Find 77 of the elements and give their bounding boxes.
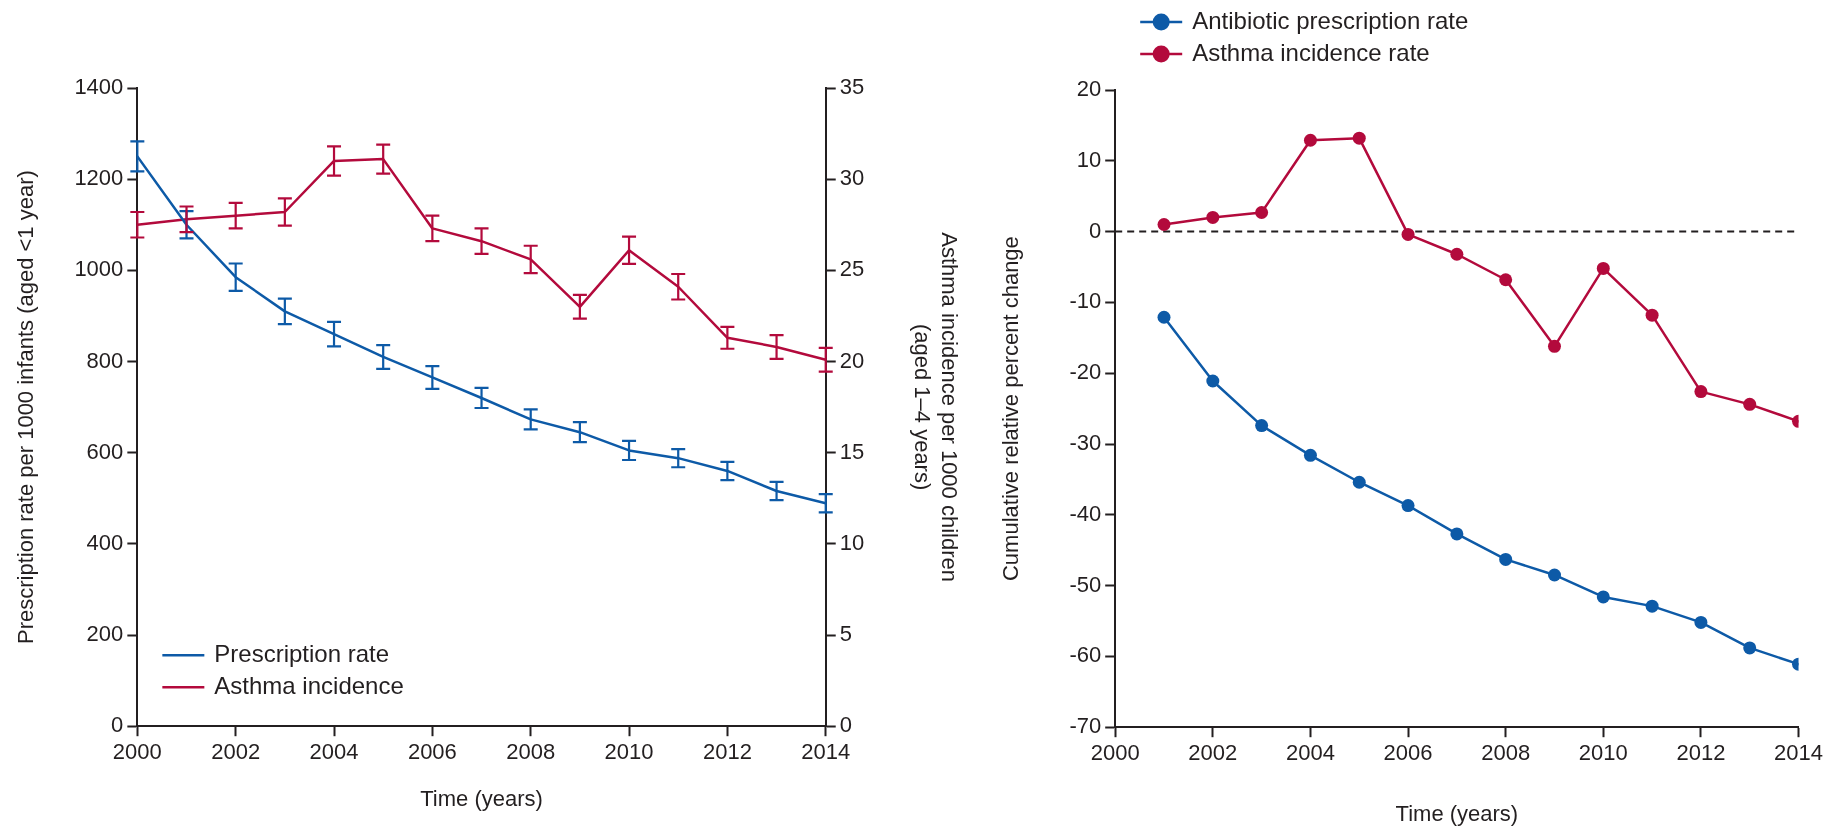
- y-tick-label: 10: [1076, 146, 1102, 172]
- point: [1596, 261, 1610, 275]
- y2-tick-label: 0: [839, 712, 852, 738]
- y2-tick-label: 25: [839, 256, 865, 282]
- point: [1596, 590, 1610, 604]
- y-tick-label: -40: [1069, 500, 1102, 526]
- y-axis-title: Cumulative relative percent change: [998, 236, 1024, 582]
- y2-tick-label: 5: [839, 621, 852, 647]
- point: [1743, 641, 1757, 655]
- point: [1303, 133, 1317, 147]
- point: [1206, 374, 1220, 388]
- point: [1401, 227, 1415, 241]
- point: [1743, 397, 1757, 411]
- y-tick-label: -30: [1069, 430, 1102, 456]
- x-tick-label: 2010: [1578, 740, 1628, 766]
- x-tick-label: 2008: [506, 739, 556, 765]
- y-tick-label: 400: [86, 529, 124, 555]
- y2-tick-label: 30: [839, 165, 865, 191]
- x-tick-label: 2010: [604, 739, 654, 765]
- point: [1499, 552, 1513, 566]
- legend-label: Asthma incidence: [214, 671, 404, 699]
- point: [1450, 247, 1464, 261]
- y-tick-label: 20: [1076, 76, 1102, 102]
- point: [1206, 210, 1220, 224]
- x-axis-title: Time (years): [420, 785, 543, 811]
- x-tick-label: 2006: [407, 739, 457, 765]
- y-tick-label: 1000: [74, 256, 124, 282]
- y-tick-label: -10: [1069, 288, 1102, 314]
- point: [1255, 205, 1269, 219]
- x-tick-label: 2004: [1285, 740, 1335, 766]
- x-tick-label: 2012: [702, 739, 752, 765]
- point: [1547, 568, 1561, 582]
- y-tick-label: -20: [1069, 359, 1102, 385]
- point: [1157, 218, 1171, 232]
- x-tick-label: 2008: [1481, 740, 1531, 766]
- point: [1401, 499, 1415, 513]
- point: [1303, 448, 1317, 462]
- y-tick-label: -70: [1069, 713, 1102, 739]
- x-tick-label: 2000: [112, 739, 162, 765]
- y2-axis-title: Asthma incidence per 1000 children (aged 1–4 years): [910, 232, 962, 582]
- y-tick-label: 200: [86, 621, 124, 647]
- point: [1352, 131, 1366, 145]
- y2-tick-label: 10: [839, 529, 865, 555]
- point: [1157, 310, 1171, 324]
- y2-tick-label: 15: [839, 438, 865, 464]
- y-tick-label: 1200: [74, 165, 124, 191]
- y-tick-label: 0: [1088, 217, 1102, 243]
- y-tick-label: 800: [86, 347, 124, 373]
- point: [1694, 615, 1708, 629]
- y-axis-title: Prescription rate per 1000 infants (aged <1 year): [13, 170, 39, 645]
- x-tick-label: 2002: [1188, 740, 1238, 766]
- x-axis-title: Time (years): [1395, 800, 1519, 826]
- y-tick-label: 0: [111, 712, 124, 738]
- x-tick-label: 2004: [309, 739, 359, 765]
- legend-label: Antibiotic prescription rate: [1192, 6, 1469, 34]
- y-tick-label: 1400: [74, 74, 124, 100]
- x-tick-label: 2014: [1774, 740, 1824, 766]
- y2-tick-label: 20: [839, 347, 865, 373]
- point: [1352, 475, 1366, 489]
- x-tick-label: 2006: [1383, 740, 1433, 766]
- point: [1547, 339, 1561, 353]
- point: [1694, 385, 1708, 399]
- point: [1645, 599, 1659, 613]
- y2-tick-label: 35: [839, 74, 865, 100]
- x-tick-label: 2012: [1676, 740, 1726, 766]
- y-tick-label: 600: [86, 438, 124, 464]
- x-tick-label: 2000: [1090, 740, 1140, 766]
- point: [1450, 527, 1464, 541]
- point: [1499, 273, 1513, 287]
- y-tick-label: -60: [1069, 642, 1102, 668]
- point: [1255, 419, 1269, 433]
- legend-label: Asthma incidence rate: [1192, 38, 1430, 66]
- legend-label: Prescription rate: [214, 639, 390, 667]
- y-tick-label: -50: [1069, 571, 1102, 597]
- point: [1645, 308, 1659, 322]
- x-tick-label: 2002: [211, 739, 261, 765]
- x-tick-label: 2014: [801, 739, 851, 765]
